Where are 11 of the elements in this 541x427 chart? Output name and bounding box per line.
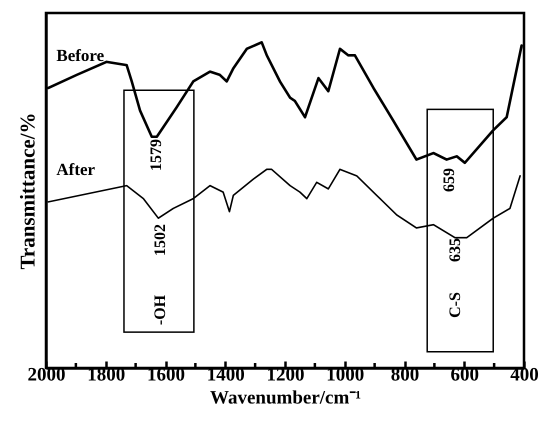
annotation: 1579 xyxy=(148,139,165,171)
annotation: 1502 xyxy=(152,224,169,256)
annotation: -OH xyxy=(152,294,169,326)
annotation: C-S xyxy=(447,292,464,318)
series-label: Before xyxy=(56,46,105,65)
x-axis-title: Wavenumber/cm⁻¹ xyxy=(210,388,362,408)
annotation: 659 xyxy=(441,168,458,192)
series-label: After xyxy=(56,160,96,179)
x-tick-label: 400 xyxy=(510,364,539,386)
y-axis-title: Transmittance/% xyxy=(16,112,40,270)
annotation: 635 xyxy=(447,238,464,262)
